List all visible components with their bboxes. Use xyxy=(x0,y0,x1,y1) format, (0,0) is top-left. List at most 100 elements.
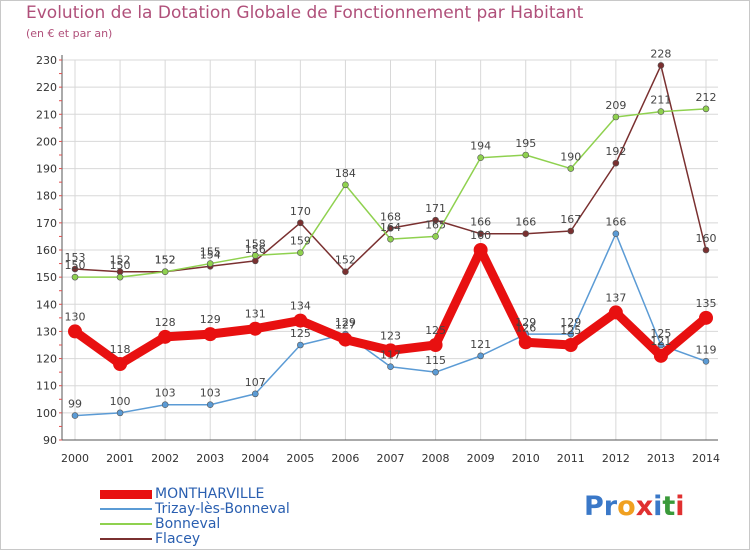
data-label-MONTHARVILLE-2007: 123 xyxy=(380,329,401,342)
data-point-MONTHARVILLE-2002 xyxy=(158,329,173,344)
data-label-Trizay-lès-Bonneval-2002: 103 xyxy=(155,387,176,400)
data-label-Trizay-lès-Bonneval-2013: 125 xyxy=(650,327,671,340)
data-label-Flacey-2006: 152 xyxy=(335,254,356,267)
logo-letter: i xyxy=(653,491,663,522)
data-label-Flacey-2002: 152 xyxy=(155,254,176,267)
data-point-MONTHARVILLE-2001 xyxy=(113,357,128,371)
data-label-Bonneval-2007: 164 xyxy=(380,221,401,234)
legend-item-Flacey: Flacey xyxy=(100,531,200,547)
chart-subtitle: (en € et par an) xyxy=(26,27,113,40)
data-label-Bonneval-2012: 209 xyxy=(605,99,626,112)
y-tick-label-230: 230 xyxy=(36,54,57,67)
data-point-Bonneval-2001 xyxy=(116,273,124,281)
x-tick-label-2012: 2012 xyxy=(602,452,630,465)
data-label-Bonneval-2000: 150 xyxy=(65,259,86,272)
data-label-Flacey-2010: 166 xyxy=(515,216,536,229)
legend-swatch xyxy=(100,489,152,499)
legend-swatch xyxy=(100,508,152,510)
x-tick-label-2005: 2005 xyxy=(286,452,314,465)
data-point-Bonneval-2005 xyxy=(297,249,304,257)
y-tick-label-130: 130 xyxy=(36,325,57,338)
x-tick-label-2010: 2010 xyxy=(512,452,540,465)
data-label-MONTHARVILLE-2012: 137 xyxy=(605,291,626,304)
legend-item-MONTHARVILLE: MONTHARVILLE xyxy=(100,486,264,502)
data-label-Trizay-lès-Bonneval-2005: 125 xyxy=(290,327,311,340)
data-label-Flacey-2001: 152 xyxy=(110,254,131,267)
data-point-MONTHARVILLE-2008 xyxy=(428,338,443,352)
data-label-Trizay-lès-Bonneval-2010: 129 xyxy=(515,316,536,329)
data-point-Trizay-lès-Bonneval-2004 xyxy=(251,390,259,398)
data-point-Flacey-2013 xyxy=(657,62,665,69)
data-point-Flacey-2006 xyxy=(342,268,349,276)
legend-item-Trizay-lès-Bonneval: Trizay-lès-Bonneval xyxy=(100,501,290,517)
data-label-Trizay-lès-Bonneval-2014: 119 xyxy=(696,343,717,356)
data-label-Flacey-2011: 167 xyxy=(560,213,581,226)
legend-label: Bonneval xyxy=(155,516,221,532)
data-label-Flacey-2008: 171 xyxy=(425,202,446,215)
data-label-Bonneval-2001: 150 xyxy=(110,259,131,272)
logo-letter: i xyxy=(675,491,685,522)
data-label-MONTHARVILLE-2008: 125 xyxy=(425,324,446,337)
data-label-Bonneval-2002: 152 xyxy=(155,254,176,267)
data-point-Trizay-lès-Bonneval-2003 xyxy=(206,401,214,409)
y-tick-label-180: 180 xyxy=(36,190,57,203)
data-point-Flacey-2010 xyxy=(522,230,530,238)
y-tick-label-150: 150 xyxy=(36,271,57,284)
data-label-Trizay-lès-Bonneval-2009: 121 xyxy=(470,338,491,351)
data-point-Trizay-lès-Bonneval-2008 xyxy=(432,368,439,376)
logo-letter: r xyxy=(603,491,618,522)
data-label-MONTHARVILLE-2011: 125 xyxy=(560,324,581,337)
data-label-MONTHARVILLE-2001: 118 xyxy=(110,343,131,356)
x-tick-label-2013: 2013 xyxy=(647,452,675,465)
x-tick-label-2001: 2001 xyxy=(106,452,134,465)
data-label-Trizay-lès-Bonneval-2012: 166 xyxy=(605,216,626,229)
x-tick-label-2009: 2009 xyxy=(467,452,495,465)
legend-label: MONTHARVILLE xyxy=(155,486,265,502)
x-tick-label-2004: 2004 xyxy=(241,452,269,465)
y-tick-label-100: 100 xyxy=(36,407,57,420)
data-label-MONTHARVILLE-2009: 160 xyxy=(470,229,491,242)
data-label-Flacey-2014: 160 xyxy=(696,232,717,245)
data-label-Flacey-2005: 170 xyxy=(290,205,311,218)
x-tick-label-2007: 2007 xyxy=(377,452,405,465)
data-label-Flacey-2000: 153 xyxy=(65,251,86,264)
data-label-Trizay-lès-Bonneval-2007: 117 xyxy=(380,349,401,362)
data-point-Bonneval-2010 xyxy=(522,151,530,159)
x-tick-label-2006: 2006 xyxy=(331,452,359,465)
data-label-Flacey-2009: 166 xyxy=(470,216,491,229)
logo-letter: P xyxy=(584,491,604,522)
data-point-Trizay-lès-Bonneval-2013 xyxy=(657,341,665,349)
data-point-MONTHARVILLE-2012 xyxy=(608,305,623,320)
data-label-MONTHARVILLE-2000: 130 xyxy=(65,310,86,323)
data-point-Flacey-2012 xyxy=(612,159,620,167)
data-point-Bonneval-2002 xyxy=(161,268,169,276)
y-tick-label-190: 190 xyxy=(36,163,57,176)
data-label-MONTHARVILLE-2004: 131 xyxy=(245,308,266,321)
x-tick-label-2014: 2014 xyxy=(692,452,720,465)
data-point-Trizay-lès-Bonneval-2000 xyxy=(71,412,79,419)
data-label-Bonneval-2006: 184 xyxy=(335,167,356,180)
legend-item-Bonneval: Bonneval xyxy=(100,516,220,532)
chart-title: Evolution de la Dotation Globale de Fonc… xyxy=(26,3,584,23)
data-label-Bonneval-2011: 190 xyxy=(560,151,581,164)
y-tick-label-110: 110 xyxy=(36,380,57,393)
grid-lines xyxy=(62,59,718,441)
data-label-MONTHARVILLE-2006: 127 xyxy=(335,319,356,332)
y-tick-label-120: 120 xyxy=(36,353,57,366)
x-tick-label-2003: 2003 xyxy=(196,452,224,465)
y-tick-label-210: 210 xyxy=(36,108,57,121)
data-point-Bonneval-2004 xyxy=(251,252,259,259)
data-point-MONTHARVILLE-2010 xyxy=(518,335,533,350)
series-lines xyxy=(68,62,713,419)
data-point-Trizay-lès-Bonneval-2009 xyxy=(477,352,484,360)
data-label-Trizay-lès-Bonneval-2003: 103 xyxy=(200,387,221,400)
data-label-Trizay-lès-Bonneval-2004: 107 xyxy=(245,376,266,389)
data-point-MONTHARVILLE-2009 xyxy=(473,243,488,257)
data-point-Bonneval-2003 xyxy=(206,260,214,267)
data-point-MONTHARVILLE-2011 xyxy=(563,338,578,352)
data-label-Flacey-2004: 156 xyxy=(245,243,266,256)
data-label-Flacey-2013: 228 xyxy=(650,47,671,60)
data-label-Bonneval-2008: 165 xyxy=(425,218,446,231)
